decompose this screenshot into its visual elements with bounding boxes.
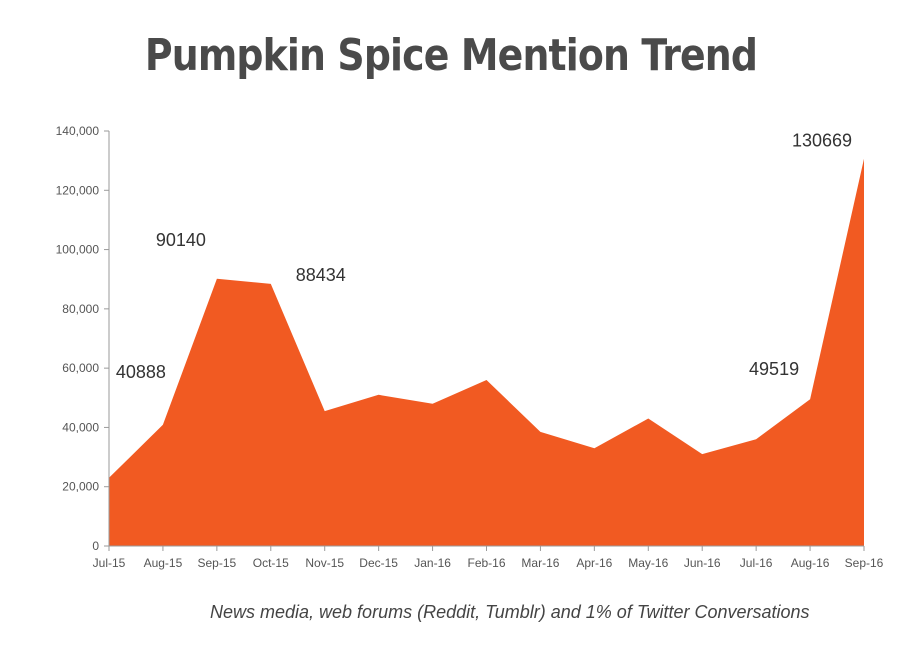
y-tick-label: 120,000 — [56, 183, 100, 197]
y-tick-label: 140,000 — [56, 124, 100, 138]
x-tick-label: Mar-16 — [521, 556, 559, 570]
data-label: 40888 — [116, 362, 166, 382]
chart-caption: News media, web forums (Reddit, Tumblr) … — [210, 602, 810, 622]
y-tick-label: 100,000 — [56, 243, 100, 257]
data-label: 90140 — [156, 230, 206, 250]
y-tick-label: 80,000 — [62, 302, 99, 316]
x-tick-label: Oct-15 — [253, 556, 289, 570]
area-series — [109, 158, 864, 546]
x-tick-label: Nov-15 — [305, 556, 344, 570]
x-tick-label: Sep-16 — [845, 556, 884, 570]
data-label: 130669 — [792, 131, 852, 151]
y-tick-label: 0 — [92, 539, 99, 553]
chart-title: Pumpkin Spice Mention Trend — [144, 30, 758, 81]
x-tick-label: Feb-16 — [467, 556, 505, 570]
data-label: 49519 — [749, 359, 799, 379]
y-tick-label: 40,000 — [62, 420, 99, 434]
x-tick-label: Dec-15 — [359, 556, 398, 570]
x-tick-label: May-16 — [628, 556, 668, 570]
x-tick-label: Aug-16 — [791, 556, 830, 570]
y-tick-label: 20,000 — [62, 480, 99, 494]
x-tick-label: Aug-15 — [144, 556, 183, 570]
x-tick-label: Sep-15 — [198, 556, 237, 570]
y-tick-label: 60,000 — [62, 361, 99, 375]
x-tick-label: Jul-15 — [93, 556, 126, 570]
area-chart: 0 20,000 40,000 60,000 80,000 100,000 120,000 1… — [56, 124, 884, 570]
x-tick-label: Jul-16 — [740, 556, 773, 570]
data-label: 88434 — [296, 265, 346, 285]
x-tick-label: Jan-16 — [414, 556, 451, 570]
x-tick-label: Jun-16 — [684, 556, 721, 570]
x-tick-label: Apr-16 — [576, 556, 612, 570]
